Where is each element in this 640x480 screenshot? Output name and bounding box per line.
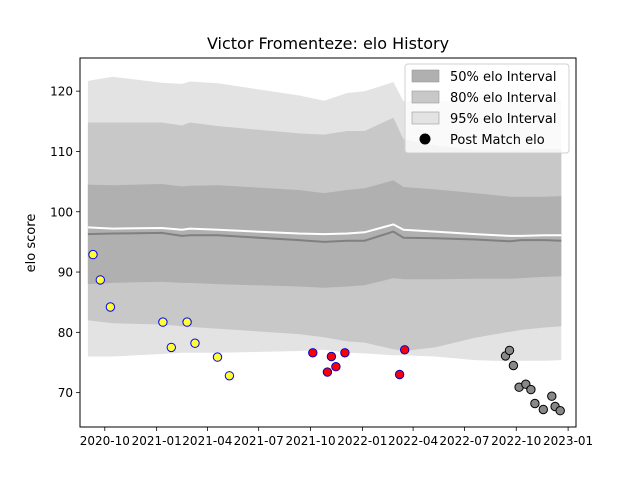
elo-point-2-1 <box>504 345 515 356</box>
x-tick-label: 2022-10 <box>491 434 541 448</box>
elo-point-0-3 <box>158 317 168 327</box>
elo-point-0-1 <box>95 275 106 285</box>
legend-label-2: 95% elo Interval <box>450 112 557 127</box>
elo-point-1-1 <box>322 367 333 377</box>
elo-point-0-4 <box>166 342 177 353</box>
x-tick-label: 2022-07 <box>439 434 489 448</box>
chart-title: Victor Fromenteze: elo History <box>207 34 449 53</box>
elo-point-1-5 <box>394 369 405 380</box>
y-tick-label: 110 <box>50 145 73 159</box>
elo-point-1-0 <box>308 348 318 358</box>
axes: 2020-10 2021-01 2021-04 2021-07 2021-10 2022-… <box>50 57 593 448</box>
y-tick-label: 70 <box>58 386 73 400</box>
x-tick-label: 2023-01 <box>543 434 593 448</box>
elo-point-2-5 <box>526 384 536 395</box>
y-tick-label: 90 <box>58 266 73 280</box>
elo-point-2-7 <box>538 404 548 415</box>
elo-point-0-5 <box>182 317 192 327</box>
legend-swatch-2 <box>411 111 440 125</box>
legend-box <box>404 63 570 154</box>
median-elo-line <box>87 223 562 237</box>
elo-point-1-2 <box>326 351 337 362</box>
mean-elo-line <box>87 230 562 243</box>
x-tick-label: 2021-04 <box>182 434 232 448</box>
x-tick-label: 2022-04 <box>388 434 438 448</box>
y-axis-label: elo score <box>24 214 39 273</box>
elo-point-2-10 <box>555 406 565 416</box>
elo-point-1-4 <box>340 348 350 358</box>
x-tick-label: 2020-10 <box>80 434 130 448</box>
axes-frame <box>79 57 577 428</box>
y-tick-label: 100 <box>50 205 73 219</box>
x-tick-label: 2021-10 <box>285 434 335 448</box>
elo-point-0-0 <box>88 249 98 260</box>
y-tick-label: 120 <box>50 85 73 99</box>
elo-point-0-8 <box>224 371 235 381</box>
elo-point-1-6 <box>400 345 410 355</box>
y-tick-label: 80 <box>58 326 73 340</box>
legend: 50% elo Interval 80% elo Interval 95% elo … <box>404 63 570 154</box>
x-tick-label: 2021-01 <box>132 434 182 448</box>
x-tick-label: 2021-07 <box>234 434 284 448</box>
legend-label-0: 50% elo Interval <box>450 70 557 85</box>
legend-marker-3 <box>419 133 431 145</box>
elo-point-2-8 <box>547 391 557 401</box>
elo-point-0-6 <box>190 338 200 348</box>
legend-label-3: Post Match elo <box>450 133 545 148</box>
elo-point-1-3 <box>331 362 341 372</box>
elo-point-0-2 <box>105 302 116 312</box>
legend-swatch-0 <box>411 69 440 83</box>
elo-point-2-2 <box>508 360 519 371</box>
elo-point-2-6 <box>530 398 540 409</box>
legend-swatch-1 <box>411 90 440 104</box>
x-tick-label: 2022-01 <box>337 434 387 448</box>
elo-point-0-7 <box>212 352 223 362</box>
legend-label-1: 80% elo Interval <box>450 91 557 106</box>
